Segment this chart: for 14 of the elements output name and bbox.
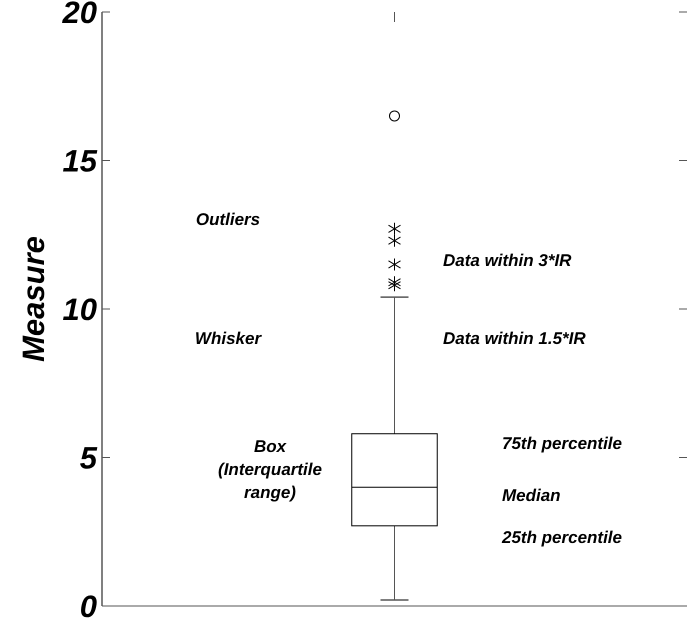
y-tick-label: 15 bbox=[62, 143, 98, 178]
y-tick-label: 20 bbox=[62, 0, 97, 30]
annotation: 25th percentile bbox=[501, 528, 622, 547]
annotation: Outliers bbox=[196, 210, 260, 229]
y-tick-label: 0 bbox=[80, 588, 97, 624]
annotation: Box (Interquartile range) bbox=[218, 437, 322, 502]
y-tick-label: 10 bbox=[62, 292, 97, 327]
annotation: Whisker bbox=[194, 329, 262, 348]
annotation: 75th percentile bbox=[502, 434, 622, 453]
y-axis-title: Measure bbox=[16, 236, 51, 362]
annotation: Median bbox=[502, 486, 561, 505]
annotation: Data within 1.5*IR bbox=[443, 329, 586, 348]
y-tick-label: 5 bbox=[80, 440, 98, 476]
annotation: Data within 3*IR bbox=[443, 251, 572, 270]
